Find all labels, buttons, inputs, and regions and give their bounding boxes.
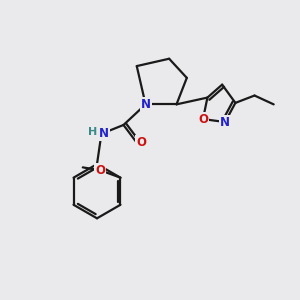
Text: O: O bbox=[198, 112, 208, 126]
Text: O: O bbox=[95, 164, 105, 177]
Text: H: H bbox=[88, 127, 97, 137]
Text: O: O bbox=[136, 136, 146, 149]
Text: N: N bbox=[220, 116, 230, 128]
Text: N: N bbox=[99, 127, 109, 140]
Text: N: N bbox=[141, 98, 151, 111]
